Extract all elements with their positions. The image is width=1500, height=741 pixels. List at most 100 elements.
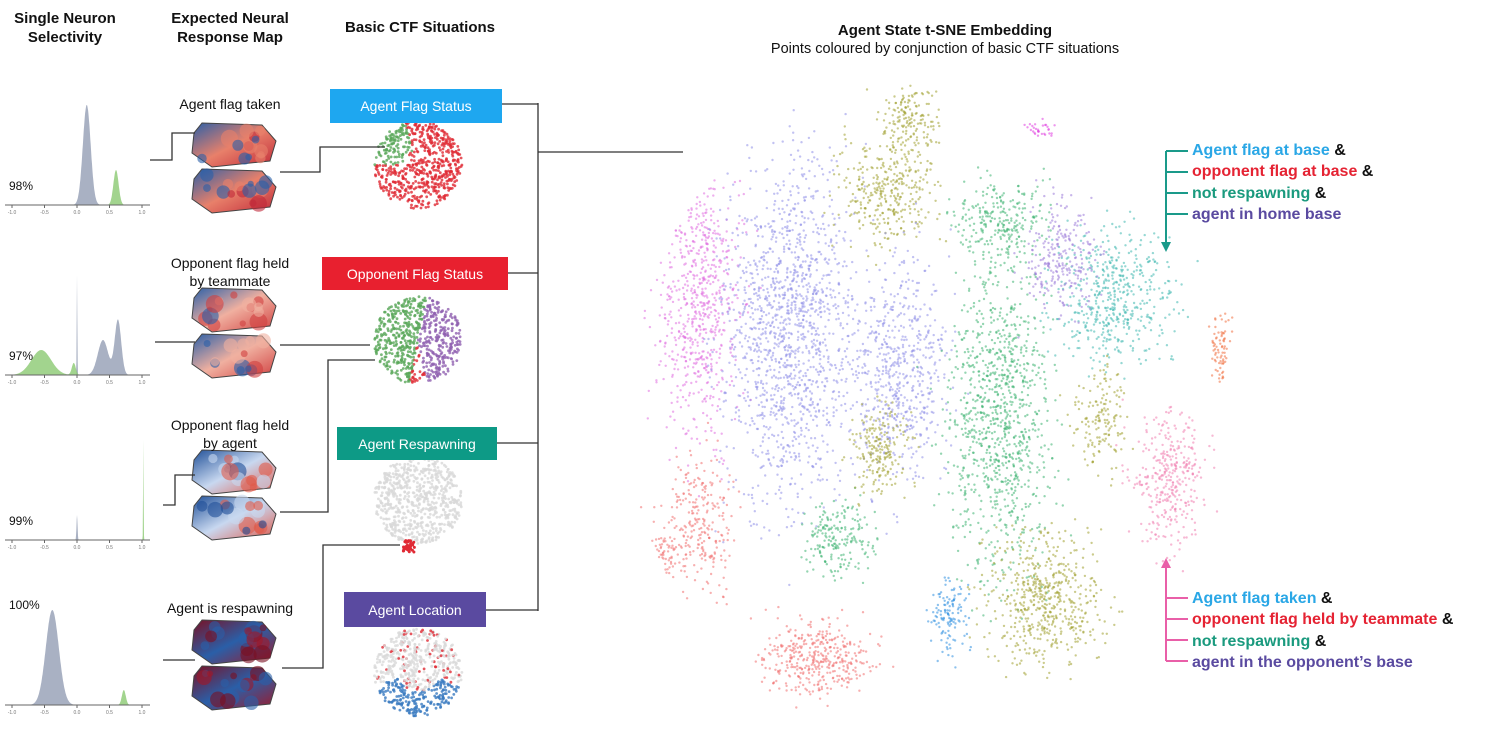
map-blob	[238, 152, 251, 165]
tsne-point	[392, 141, 396, 145]
tsne-point	[797, 318, 800, 321]
tsne-point	[420, 181, 423, 185]
tsne-point	[430, 538, 434, 541]
tsne-point	[430, 689, 434, 692]
tsne-point	[847, 314, 850, 317]
tsne-point	[856, 365, 860, 368]
tsne-point	[436, 142, 440, 146]
tsne-point	[841, 357, 844, 361]
tsne-point	[415, 468, 419, 472]
tsne-point	[683, 298, 686, 301]
tsne-point	[422, 128, 425, 132]
tsne-point	[397, 514, 400, 518]
tsne-point	[643, 316, 646, 320]
tsne-point	[822, 222, 825, 226]
selectivity-histogram: -1.0 -0.5 0.0 0.5 1.0	[5, 105, 150, 216]
tsne-point	[699, 328, 702, 331]
tsne-point	[418, 317, 421, 321]
tsne-point	[695, 274, 699, 277]
tsne-point	[421, 305, 425, 309]
tsne-point	[716, 320, 720, 323]
histogram-tick-label: 1.0	[139, 380, 146, 386]
tsne-point	[683, 263, 686, 266]
tsne-point	[758, 296, 762, 299]
tsne-point	[763, 526, 766, 529]
tsne-point	[433, 694, 437, 698]
map-blob	[254, 125, 266, 136]
tsne-point	[814, 410, 818, 413]
histogram-green-distribution	[12, 170, 148, 205]
tsne-point	[408, 642, 411, 646]
tsne-point	[421, 143, 425, 147]
tsne-point	[807, 350, 811, 353]
tsne-point	[391, 315, 395, 319]
tsne-point	[417, 181, 421, 185]
tsne-point	[672, 280, 675, 283]
tsne-point	[704, 236, 708, 239]
tsne-point	[388, 130, 391, 134]
tsne-point	[812, 197, 815, 200]
tsne-point	[817, 410, 821, 413]
tsne-point	[406, 499, 410, 503]
tsne-point	[450, 644, 453, 648]
tsne-point	[809, 365, 812, 369]
tsne-point	[751, 312, 754, 315]
tsne-point	[704, 430, 707, 433]
tsne-point	[696, 303, 699, 307]
tsne-point	[732, 447, 735, 450]
histogram-tick-label: 1.0	[139, 210, 146, 216]
tsne-point	[440, 461, 444, 465]
tsne-point	[826, 380, 829, 383]
tsne-point	[787, 247, 790, 250]
tsne-point	[789, 270, 792, 274]
tsne-point	[687, 219, 690, 222]
tsne-point	[844, 355, 848, 358]
tsne-point	[853, 211, 857, 214]
tsne-point	[701, 318, 704, 321]
tsne-point	[682, 327, 685, 330]
tsne-point	[756, 273, 759, 276]
tsne-point	[399, 368, 403, 372]
tsne-point	[792, 109, 795, 112]
tsne-point	[709, 207, 713, 210]
tsne-point	[698, 317, 702, 321]
tsne-point	[700, 305, 704, 308]
tsne-point	[440, 513, 444, 517]
tsne-point	[710, 348, 713, 352]
tsne-point	[406, 547, 410, 551]
tsne-point	[413, 337, 416, 340]
tsne-point	[812, 342, 815, 345]
tsne-point	[800, 321, 803, 325]
tsne-point	[741, 231, 744, 234]
tsne-point	[816, 290, 820, 293]
tsne-point	[773, 192, 776, 195]
tsne-point	[828, 205, 831, 208]
tsne-point	[412, 464, 416, 468]
tsne-point	[433, 127, 437, 131]
tsne-point	[655, 278, 659, 282]
tsne-point	[818, 250, 821, 254]
tsne-point	[692, 277, 696, 280]
tsne-point	[802, 229, 805, 232]
tsne-point	[436, 178, 439, 182]
tsne-point	[842, 237, 845, 240]
tsne-point	[806, 290, 810, 294]
tsne-point	[403, 490, 407, 494]
tsne-point	[450, 482, 454, 486]
tsne-point	[398, 486, 402, 489]
tsne-point	[670, 391, 673, 394]
tsne-point	[413, 714, 416, 718]
tsne-point	[415, 662, 419, 666]
tsne-point	[438, 650, 442, 654]
tsne-point	[402, 124, 405, 128]
tsne-point	[445, 356, 449, 359]
tsne-point	[801, 215, 804, 218]
tsne-point	[797, 191, 800, 195]
tsne-point	[430, 180, 434, 184]
tsne-point	[705, 381, 709, 385]
histogram-tick-label: -1.0	[8, 545, 17, 551]
tsne-point	[690, 289, 693, 292]
tsne-point	[396, 146, 400, 150]
tsne-point	[792, 368, 796, 372]
tsne-point	[812, 356, 815, 359]
